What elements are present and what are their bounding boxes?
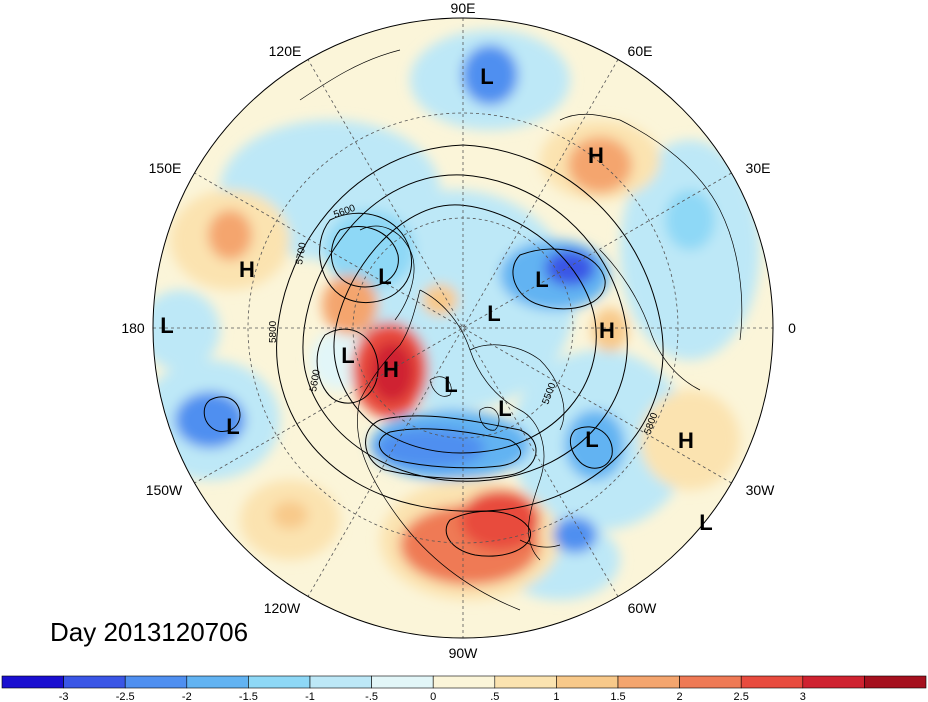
colorbar-swatch [617,675,680,689]
longitude-label: 0 [788,320,796,336]
coastlines [299,49,743,611]
colorbar-tick-label: -.5 [365,691,378,702]
longitude-labels: 90E 60E 30E 0 30W 60W 90W 120W 150W 180 … [121,0,796,661]
colorbar-swatch [802,675,865,689]
colorbar-swatch [556,675,619,689]
pressure-center: L [480,64,493,89]
pressure-center: L [535,267,548,292]
pressure-center: L [444,372,457,397]
contour-label: 5700 [294,241,309,265]
colorbar: -3 -2.5 -2 -1.5 -1 -.5 0 .5 1 1.5 2 2.5 3 [1,675,927,702]
map-title: Day 2013120706 [50,617,249,647]
pressure-center-markers: L H L L L H L H L L L H L H L L [160,64,712,535]
pressure-center: L [585,427,598,452]
colorbar-tick-label: -3 [59,691,69,702]
pressure-center: H [383,357,399,382]
longitude-label: 120E [269,43,302,59]
pressure-center: H [588,143,604,168]
colorbar-swatch [124,675,188,689]
colorbar-swatch [1,675,64,689]
contour-label: 5800 [268,320,279,343]
colorbar-tick-label: -1.5 [239,691,258,702]
colorbar-swatch [186,675,249,689]
pressure-center: H [678,428,694,453]
colorbar-tick-label: 2.5 [734,691,749,702]
pressure-center: H [599,318,615,343]
colorbar-tick-label: 0 [430,691,436,702]
contour-label: 5600 [308,368,323,392]
map-boundary [152,17,774,639]
longitude-label: 150E [149,160,182,176]
pressure-center: L [226,414,239,439]
longitude-label: 30E [746,160,771,176]
pressure-center: L [699,510,712,535]
colorbar-swatch [432,675,496,689]
graticule [153,18,773,638]
longitude-label: 60E [628,43,653,59]
pressure-center: H [239,257,255,282]
longitude-label: 150W [146,482,183,498]
colorbar-tick-label: 1 [553,691,559,702]
pressure-center: L [498,396,511,421]
colorbar-tick-label: 1.5 [610,691,625,702]
pressure-center: L [378,264,391,289]
pressure-center: L [160,313,173,338]
polar-map: 5600 5700 5800 5600 5500 5800 90E 60E 30… [121,0,796,661]
colorbar-tick-label: 3 [800,691,806,702]
colorbar-swatch [63,675,126,689]
pressure-center: L [341,343,354,368]
colorbar-swatch [494,675,557,689]
colorbar-tick-label: 2 [677,691,683,702]
colorbar-swatch [248,675,311,689]
colorbar-swatch [371,675,434,689]
colorbar-tick-label: -2.5 [116,691,135,702]
longitude-label: 60W [628,600,658,616]
longitude-label: 180 [121,320,145,336]
colorbar-swatch [864,675,927,689]
longitude-label: 90E [451,0,476,16]
height-contours [203,144,664,557]
colorbar-tick-label: .5 [490,691,499,702]
pressure-center: L [487,301,500,326]
colorbar-swatch [679,675,742,689]
colorbar-swatch [309,675,372,689]
longitude-label: 30W [746,482,776,498]
colorbar-tick-label: -1 [305,691,315,702]
colorbar-swatch [740,675,804,689]
colorbar-tick-label: -2 [182,691,192,702]
longitude-label: 120W [264,600,301,616]
longitude-label: 90W [449,645,479,661]
